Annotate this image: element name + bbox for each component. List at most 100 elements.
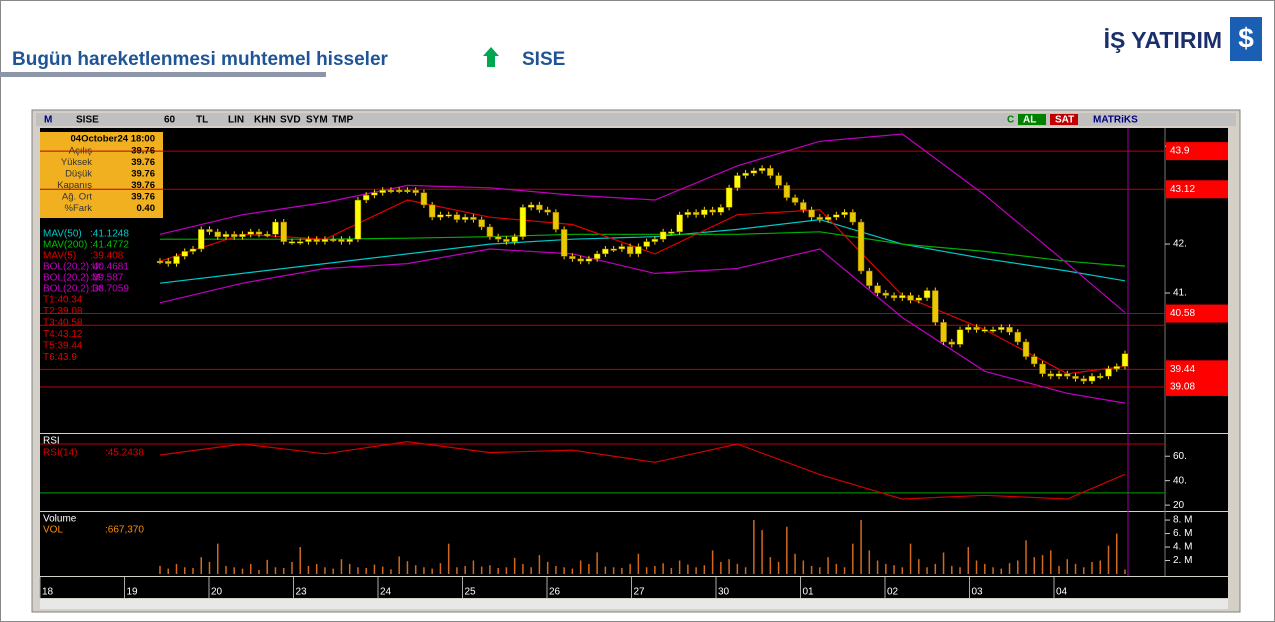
toolbar-item[interactable]: TL bbox=[196, 115, 208, 126]
candle bbox=[1022, 341, 1030, 357]
candle bbox=[833, 214, 840, 218]
toolbar-item[interactable]: M bbox=[44, 115, 52, 126]
toolbar-button[interactable] bbox=[1088, 114, 1158, 125]
candle bbox=[486, 226, 494, 237]
candle bbox=[676, 214, 683, 233]
ticker: SISE bbox=[522, 49, 565, 70]
candle bbox=[932, 290, 939, 323]
candle bbox=[206, 229, 213, 233]
rsi-tick-label: 20 bbox=[1173, 500, 1185, 511]
candle bbox=[503, 238, 510, 242]
level-label: T4:43.12 bbox=[43, 329, 83, 340]
candle bbox=[626, 246, 634, 255]
toolbar-item[interactable]: 60 bbox=[164, 115, 176, 126]
x-tick-label: 27 bbox=[634, 587, 646, 598]
indicator-value: :39.408 bbox=[90, 251, 124, 262]
price-box-label: 39.44 bbox=[1170, 364, 1195, 375]
toolbar-item[interactable]: SYM bbox=[306, 115, 328, 126]
volume-title: Volume bbox=[43, 514, 77, 525]
toolbar-button[interactable] bbox=[1002, 114, 1030, 125]
toolbar-item[interactable]: LIN bbox=[228, 115, 244, 126]
toolbar-button-label[interactable]: SAT bbox=[1055, 115, 1074, 126]
candle bbox=[948, 341, 956, 345]
indicator-name: MAV(200) bbox=[43, 240, 87, 251]
info-label: %Fark bbox=[65, 203, 93, 214]
slide-title: Bugün hareketlenmesi muhtemel hisseler bbox=[12, 49, 389, 70]
candle bbox=[866, 270, 873, 286]
price-box-label: 40.58 bbox=[1170, 308, 1195, 319]
candle bbox=[816, 216, 824, 220]
x-tick-label: 19 bbox=[127, 587, 139, 598]
candle bbox=[899, 295, 906, 299]
candle bbox=[453, 214, 461, 220]
candle bbox=[1006, 326, 1013, 333]
toolbar-item[interactable]: TMP bbox=[332, 115, 353, 126]
candle bbox=[857, 221, 865, 272]
toolbar-button-label[interactable]: AL bbox=[1023, 115, 1036, 126]
candle bbox=[338, 238, 345, 242]
x-tick-label: 01 bbox=[803, 587, 815, 598]
candle bbox=[1088, 375, 1096, 382]
overlay-line bbox=[159, 248, 1126, 404]
candle bbox=[189, 248, 197, 252]
toolbar-button-label[interactable]: MATRiKS bbox=[1093, 115, 1138, 126]
volume-tick-label: 2. M bbox=[1173, 555, 1192, 566]
price-box-label: 43.12 bbox=[1170, 184, 1195, 195]
up-arrow bbox=[483, 47, 499, 67]
candle bbox=[280, 221, 287, 242]
rsi-tick-label: 40. bbox=[1173, 475, 1187, 486]
logo-symbol: $ bbox=[1238, 22, 1254, 53]
candle bbox=[272, 221, 279, 235]
candle bbox=[470, 216, 477, 220]
indicator-value: :41.1248 bbox=[90, 229, 129, 240]
scrollbar[interactable] bbox=[40, 599, 1228, 609]
price-box bbox=[1166, 377, 1228, 396]
candle bbox=[1014, 331, 1022, 343]
rsi-panel bbox=[40, 434, 1228, 511]
rsi-line bbox=[159, 440, 1126, 500]
toolbar-item[interactable]: SVD bbox=[280, 115, 301, 126]
candle bbox=[1055, 373, 1063, 377]
toolbar-button[interactable] bbox=[1050, 114, 1078, 125]
level-label: T3:40.58 bbox=[43, 318, 83, 329]
candle bbox=[346, 238, 353, 242]
candle bbox=[329, 238, 337, 241]
candle bbox=[494, 236, 502, 240]
volume-tick-label: 8. M bbox=[1173, 515, 1192, 526]
indicator-name: BOL(20,2) M: bbox=[43, 273, 103, 284]
info-date: 04October24 18:00 bbox=[71, 134, 156, 145]
indicator-value: :40.4681 bbox=[90, 262, 129, 273]
candle bbox=[791, 197, 799, 203]
candle bbox=[296, 241, 304, 244]
candle bbox=[379, 189, 386, 193]
info-value: 0.40 bbox=[137, 203, 156, 214]
candle bbox=[808, 209, 815, 218]
candle bbox=[1047, 373, 1055, 377]
candle bbox=[849, 212, 857, 223]
price-box bbox=[1166, 142, 1228, 161]
info-value: 39.76 bbox=[131, 180, 155, 191]
volume-value: :667,370 bbox=[105, 525, 144, 536]
candle bbox=[659, 231, 667, 240]
candle bbox=[758, 167, 766, 171]
candle bbox=[643, 241, 650, 247]
x-axis-strip bbox=[40, 577, 1228, 598]
candle bbox=[701, 209, 708, 215]
info-box bbox=[40, 132, 163, 218]
candle bbox=[305, 238, 312, 242]
candle bbox=[461, 216, 469, 220]
candle bbox=[618, 246, 626, 250]
x-tick-label: 30 bbox=[718, 587, 730, 598]
candle bbox=[874, 285, 881, 294]
candle bbox=[197, 229, 205, 250]
toolbar-item[interactable]: SISE bbox=[76, 115, 99, 126]
price-box bbox=[1166, 304, 1228, 323]
rsi-value: :45.2438 bbox=[105, 448, 144, 459]
candle bbox=[635, 246, 642, 255]
toolbar-item[interactable]: KHN bbox=[254, 115, 276, 126]
candle bbox=[1097, 375, 1104, 378]
candle bbox=[395, 189, 403, 192]
candle bbox=[1039, 363, 1046, 374]
toolbar-button-label[interactable]: C bbox=[1007, 115, 1014, 126]
toolbar-button[interactable] bbox=[1018, 114, 1046, 125]
